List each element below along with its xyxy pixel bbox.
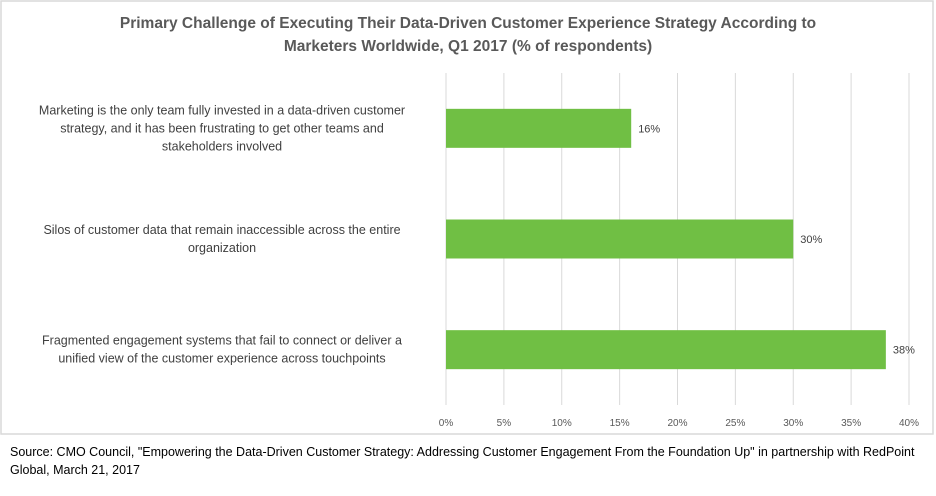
data-label: 38%: [893, 345, 915, 357]
bars: [446, 108, 886, 370]
bar: [446, 219, 794, 259]
category-label-line: organization: [188, 241, 256, 255]
category-label: Silos of customer data that remain inacc…: [43, 223, 400, 255]
category-label-line: strategy, and it has been frustrating to…: [60, 121, 384, 135]
chart-title-line: Primary Challenge of Executing Their Dat…: [120, 15, 816, 32]
category-label-line: unified view of the customer experience …: [58, 352, 385, 366]
category-label-line: Fragmented engagement systems that fail …: [42, 334, 402, 348]
source-note: Source: CMO Council, "Empowering the Dat…: [10, 445, 915, 477]
category-labels: Marketing is the only team fully investe…: [39, 103, 405, 365]
category-label: Fragmented engagement systems that fail …: [42, 334, 402, 366]
data-label: 30%: [800, 234, 822, 246]
data-label: 16%: [638, 123, 660, 135]
x-tick-label: 30%: [783, 418, 803, 429]
x-tick-label: 5%: [497, 418, 512, 429]
x-axis-ticks: 0% 5% 10% 15% 20% 25% 30% 35% 40%: [439, 418, 919, 429]
bar: [446, 108, 632, 148]
chart-title: Primary Challenge of Executing Their Dat…: [120, 15, 816, 55]
bar: [446, 330, 886, 370]
bar-chart: Primary Challenge of Executing Their Dat…: [0, 0, 934, 435]
data-labels: 16% 30% 38%: [638, 123, 915, 356]
category-label-line: Silos of customer data that remain inacc…: [43, 223, 400, 237]
x-tick-label: 0%: [439, 418, 454, 429]
category-label: Marketing is the only team fully investe…: [39, 103, 405, 153]
x-tick-label: 15%: [610, 418, 630, 429]
x-tick-label: 40%: [899, 418, 919, 429]
x-tick-label: 10%: [552, 418, 572, 429]
category-label-line: Marketing is the only team fully investe…: [39, 103, 405, 117]
x-tick-label: 20%: [667, 418, 687, 429]
category-label-line: stakeholders involved: [162, 139, 282, 153]
chart-title-line: Marketers Worldwide, Q1 2017 (% of respo…: [284, 38, 652, 55]
x-tick-label: 35%: [841, 418, 861, 429]
x-tick-label: 25%: [725, 418, 745, 429]
